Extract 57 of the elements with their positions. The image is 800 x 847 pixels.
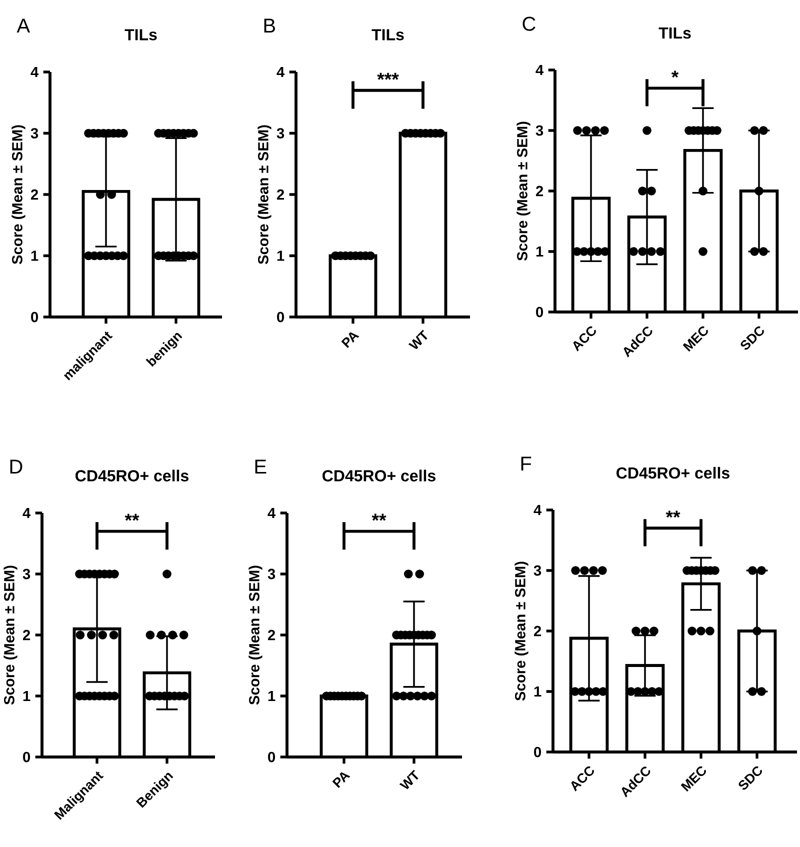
y-tick-label: 3 (30, 128, 38, 138)
x-tick-label: WT (408, 330, 428, 350)
chart-title: CD45RO+ cells (616, 466, 730, 479)
x-tick-label: PA (341, 332, 360, 348)
text: E (255, 460, 266, 474)
x-tick-label: PA (332, 772, 350, 788)
y-tick-label: 3 (276, 128, 284, 138)
text: D (10, 460, 22, 474)
y-tick-label: 3 (22, 568, 30, 580)
y-axis-title: Score (Mean ± SEM) (4, 566, 18, 705)
y-tick-label: 4 (276, 66, 285, 78)
y-tick-label: 0 (23, 752, 30, 762)
y-tick-label: 4 (536, 64, 544, 76)
y-tick-label: 3 (536, 125, 544, 136)
text: F (521, 456, 532, 470)
y-tick-label: 1 (268, 690, 276, 702)
y-tick-label: 0 (277, 312, 284, 322)
y-tick-label: 2 (268, 630, 276, 640)
chart-title: TILs (658, 28, 691, 39)
y-tick-label: 1 (534, 686, 542, 697)
text: A (16, 18, 30, 32)
y-tick-label: 1 (23, 690, 30, 702)
y-axis-title: Score (Mean ± SEM) (248, 566, 262, 705)
y-tick-label: 4 (22, 508, 31, 518)
chart-title: TILs (124, 29, 157, 40)
y-tick-label: 1 (536, 246, 544, 257)
y-axis-title: Score (Mean ± SEM) (516, 122, 530, 261)
y-tick-label: 0 (536, 306, 544, 318)
y-tick-label: 1 (277, 250, 284, 261)
x-tick-label: WT (399, 770, 418, 790)
y-tick-label: 4 (30, 66, 39, 78)
y-tick-label: 0 (534, 746, 542, 758)
y-tick-label: 2 (22, 630, 30, 640)
y-tick-label: 0 (268, 752, 276, 762)
annotation: ** (124, 514, 140, 521)
chart-title: CD45RO+ cells (322, 470, 436, 482)
y-tick-label: 2 (536, 186, 544, 196)
y-axis-title: Score (Mean ± SEM) (514, 562, 528, 701)
annotation: ** (666, 510, 680, 518)
text: B (264, 18, 275, 32)
text: C (522, 16, 536, 31)
y-tick-label: 2 (534, 626, 542, 636)
y-axis-title: Score (Mean ± SEM) (258, 125, 272, 264)
annotation: ** (372, 514, 386, 521)
chart-title: TILs (372, 29, 404, 40)
y-tick-label: 0 (31, 312, 38, 322)
y-axis-title: Score (Mean ± SEM) (12, 125, 26, 264)
chart-title: CD45RO+ cells (76, 470, 188, 482)
y-tick-label: 4 (268, 508, 276, 518)
y-tick-label: 2 (30, 189, 38, 200)
y-tick-label: 3 (534, 565, 542, 576)
y-tick-label: 4 (534, 504, 542, 516)
annotation: *** (377, 72, 399, 80)
y-tick-label: 2 (276, 189, 284, 200)
annotation: * (671, 70, 679, 78)
y-tick-label: 3 (268, 568, 276, 580)
y-tick-label: 1 (31, 250, 38, 261)
